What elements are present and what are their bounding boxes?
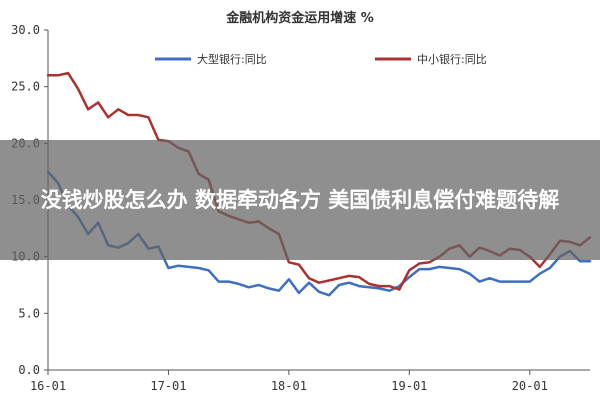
x-tick-label: 17-01 bbox=[150, 379, 186, 393]
y-tick-label: 25.0 bbox=[11, 80, 40, 94]
chart-title: 金融机构资金运用增速 % bbox=[225, 10, 374, 26]
y-tick-label: 30.0 bbox=[11, 23, 40, 37]
x-tick-label: 19-01 bbox=[391, 379, 427, 393]
x-tick-label: 20-01 bbox=[512, 379, 548, 393]
y-tick-label: 5.0 bbox=[18, 306, 40, 320]
headline-text[interactable]: 没钱炒股怎么办 数据牵动各方 美国债利息偿付难题待解 bbox=[40, 188, 560, 212]
y-tick-label: 0.0 bbox=[18, 363, 40, 377]
legend-label: 大型银行:同比 bbox=[197, 52, 267, 66]
x-tick-label: 18-01 bbox=[271, 379, 307, 393]
legend-label: 中小银行:同比 bbox=[417, 52, 487, 66]
headline-banner[interactable]: 没钱炒股怎么办 数据牵动各方 美国债利息偿付难题待解 bbox=[0, 140, 600, 260]
chart-legend: 大型银行:同比 中小银行:同比 bbox=[155, 52, 487, 66]
x-tick-label: 16-01 bbox=[30, 379, 66, 393]
